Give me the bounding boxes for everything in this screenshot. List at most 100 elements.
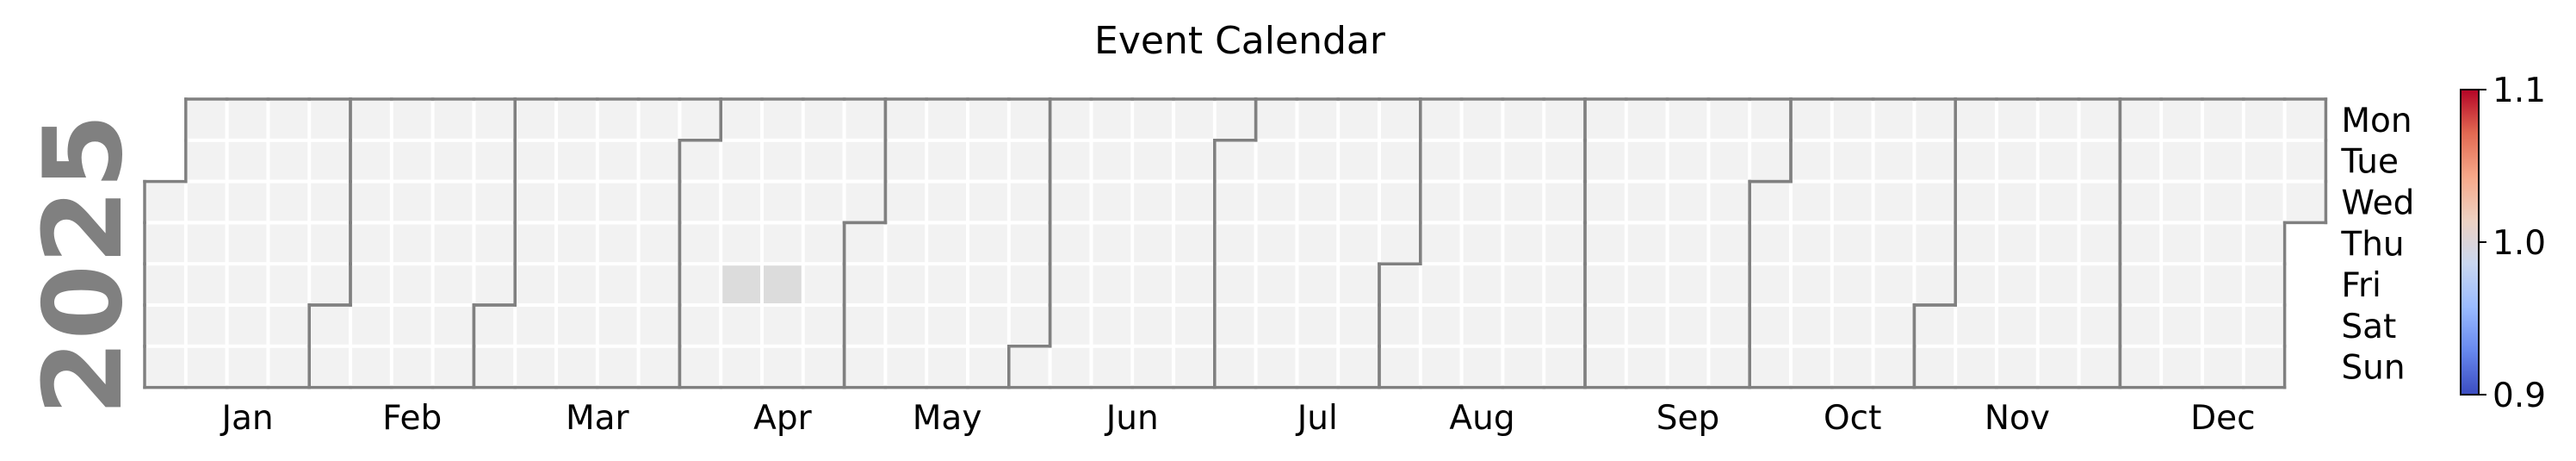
day-cell [887, 347, 926, 386]
day-cell [1051, 347, 1090, 386]
day-cell [146, 347, 184, 386]
day-cell [1957, 101, 1995, 139]
day-cell [1421, 347, 1460, 386]
day-cell [1051, 141, 1090, 180]
day-cell [1463, 347, 1502, 386]
day-cell-event [764, 265, 802, 303]
weekday-label: Tue [2340, 143, 2399, 182]
day-cell [1751, 101, 1789, 139]
day-cell [1587, 224, 1625, 263]
day-cell [434, 141, 473, 180]
day-cell [598, 101, 637, 139]
day-cell [598, 183, 637, 221]
day-cell [475, 224, 514, 263]
day-cell [311, 224, 349, 263]
day-cell [1627, 183, 1666, 221]
day-cell [1793, 101, 1830, 139]
day-cell [722, 101, 760, 139]
day-cell [1545, 183, 1583, 221]
day-cell [2286, 141, 2325, 180]
day-cell [681, 101, 720, 139]
day-cell [804, 265, 843, 303]
day-cells [146, 101, 2325, 386]
day-cell [517, 307, 554, 345]
day-cell [1916, 183, 1954, 221]
weekday-label: Wed [2341, 184, 2414, 223]
month-label: Mar [566, 399, 630, 438]
day-cell [1298, 347, 1337, 386]
day-cell [2080, 183, 2119, 221]
day-cell [598, 224, 637, 263]
day-cell [928, 224, 966, 263]
day-cell [517, 101, 554, 139]
day-cell [1051, 101, 1090, 139]
day-cell [969, 307, 1007, 345]
year-label: 2025 [20, 114, 146, 416]
day-cell [969, 141, 1007, 180]
day-cell [640, 224, 678, 263]
day-cell [804, 141, 843, 180]
day-cell [1463, 265, 1502, 303]
weekday-label: Fri [2341, 266, 2381, 305]
day-cell [393, 101, 431, 139]
day-cell [722, 183, 760, 221]
day-cell [1587, 183, 1625, 221]
day-cell [352, 347, 390, 386]
day-cell [1010, 183, 1049, 221]
day-cell [887, 183, 926, 221]
day-cell [1216, 141, 1254, 180]
day-cell [1216, 307, 1254, 345]
day-cell [928, 265, 966, 303]
day-cell [352, 183, 390, 221]
day-cell [969, 101, 1007, 139]
day-cell [1710, 347, 1749, 386]
day-cell [1010, 307, 1049, 345]
day-cell [1587, 141, 1625, 180]
month-label: Oct [1824, 399, 1881, 438]
day-cell [352, 307, 390, 345]
day-cell [1793, 183, 1830, 221]
day-cell [1257, 265, 1296, 303]
day-cell [187, 265, 226, 303]
day-cell [1504, 347, 1543, 386]
day-cell [845, 307, 884, 345]
day-cell [1340, 101, 1378, 139]
day-cell [1051, 265, 1090, 303]
day-cell [928, 347, 966, 386]
day-cell [1957, 307, 1995, 345]
day-cell [2039, 224, 2078, 263]
day-cell [804, 224, 843, 263]
day-cell [1093, 101, 1131, 139]
day-cell [1669, 265, 1707, 303]
day-cell [2039, 307, 2078, 345]
day-cell [434, 183, 473, 221]
day-cell [1381, 183, 1419, 221]
day-cell [1587, 101, 1625, 139]
day-cell [1134, 183, 1172, 221]
day-cell [269, 101, 308, 139]
day-cell [1751, 307, 1789, 345]
day-cell [2039, 141, 2078, 180]
day-cell [1587, 265, 1625, 303]
day-cell [269, 347, 308, 386]
day-cell [434, 224, 473, 263]
day-cell [1504, 141, 1543, 180]
day-cell-event [722, 265, 760, 303]
day-cell [311, 347, 349, 386]
day-cell [1751, 183, 1789, 221]
day-cell [1751, 141, 1789, 180]
day-cell [804, 183, 843, 221]
month-label: Jun [1104, 399, 1159, 438]
day-cell [1093, 347, 1131, 386]
day-cell [1998, 347, 2036, 386]
day-cell [1340, 183, 1378, 221]
day-cell [1710, 183, 1749, 221]
day-cell [1545, 347, 1583, 386]
day-cell [764, 101, 802, 139]
day-cell [722, 307, 760, 345]
day-cell [1504, 224, 1543, 263]
day-cell [1545, 265, 1583, 303]
day-cell [558, 265, 596, 303]
day-cell [598, 265, 637, 303]
day-cell [2163, 307, 2201, 345]
